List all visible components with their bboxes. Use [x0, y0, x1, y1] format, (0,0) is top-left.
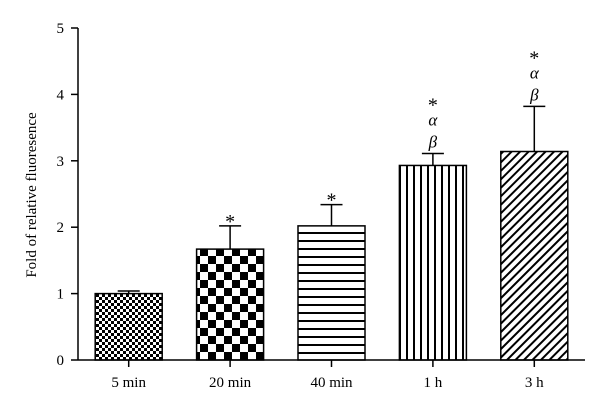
significance-star: *: [225, 211, 235, 233]
y-axis: 0 1 2 3 4 5: [57, 21, 79, 369]
significance-star: *: [327, 190, 337, 212]
x-tick-label: 3 h: [525, 375, 544, 391]
y-tick-label: 3: [57, 154, 65, 170]
error-bars: [117, 105, 546, 294]
bar: [94, 292, 163, 361]
y-tick-label: 0: [57, 353, 65, 369]
bars: [94, 150, 569, 361]
y-axis-title-group: Fold of relative fluoresence: [24, 112, 40, 278]
bar: [500, 150, 569, 361]
x-tick-label: 5 min: [111, 375, 146, 391]
bar: [398, 164, 468, 361]
y-axis-title: Fold of relative fluoresence: [24, 112, 40, 278]
significance-symbol: β: [529, 85, 539, 104]
y-tick-label: 4: [57, 87, 65, 103]
x-tick-label: 40 min: [310, 375, 353, 391]
significance-symbol: β: [428, 132, 438, 151]
significance-star: *: [529, 47, 539, 69]
bar: [195, 248, 265, 361]
significance-symbol: α: [428, 110, 438, 129]
significance-star: *: [428, 94, 438, 116]
y-tick-label: 2: [57, 220, 65, 236]
x-tick-label: 1 h: [424, 375, 443, 391]
significance-symbol: α: [530, 63, 540, 82]
x-axis: 5 min 20 min 40 min 1 h 3 h: [78, 359, 585, 391]
x-tick-label: 20 min: [209, 375, 252, 391]
y-tick-label: 5: [57, 21, 65, 37]
bar: [297, 225, 366, 361]
y-tick-label: 1: [57, 287, 65, 303]
significance-annotations: ***αβ*αβ: [225, 47, 540, 233]
